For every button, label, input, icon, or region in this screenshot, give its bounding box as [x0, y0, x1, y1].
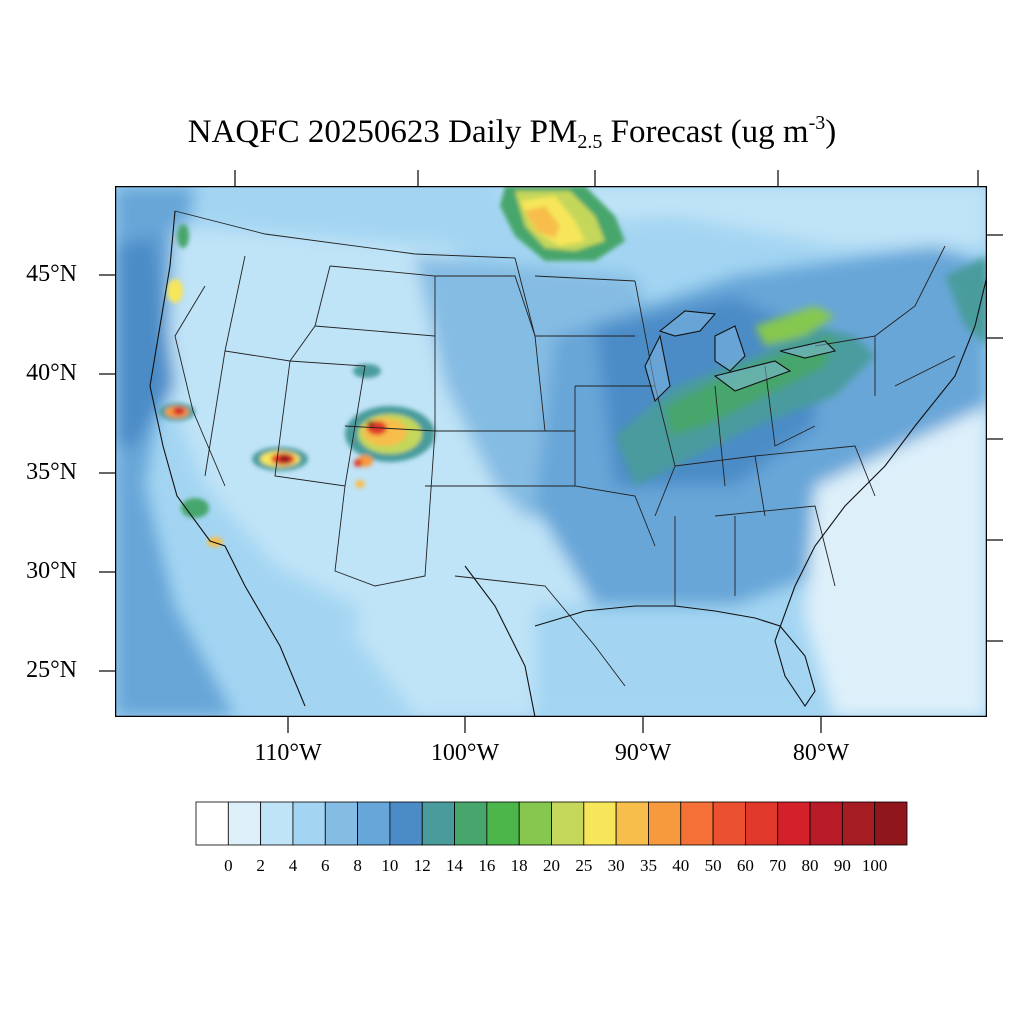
colorbar-swatch	[389, 801, 423, 846]
smoke-plume-north	[500, 186, 625, 261]
lon-label-80: 80°W	[792, 740, 850, 766]
colorbar-tick-label: 20	[543, 856, 560, 875]
map-border	[115, 186, 987, 717]
colorbar-swatch	[648, 801, 682, 846]
colorbar-swatch	[357, 801, 391, 846]
title-superscript: -3	[808, 112, 826, 134]
colorbar-tick-label: 16	[478, 856, 496, 875]
colorbar-tick-label: 70	[769, 856, 787, 875]
lat-label-35: 35°N	[26, 459, 77, 485]
colorbar	[195, 801, 908, 846]
colorbar-swatch	[583, 801, 617, 846]
colorbar-swatch	[874, 801, 908, 846]
colorbar-swatch	[324, 801, 358, 846]
smoke-plume-california	[159, 224, 223, 547]
colorbar-swatch	[454, 801, 488, 846]
colorbar-tick-label: 8	[353, 856, 362, 875]
colorbar-swatch	[680, 801, 714, 846]
colorbar-tick-label: 4	[288, 856, 298, 875]
colorbar-tick-label: 14	[446, 856, 464, 875]
lon-label-100: 100°W	[430, 740, 500, 766]
colorbar-swatch	[712, 801, 746, 846]
colorbar-swatch	[809, 801, 843, 846]
title-suffix: Forecast (ug m	[602, 114, 809, 150]
lon-label-110: 110°W	[254, 740, 322, 766]
lat-label-40: 40°N	[26, 360, 77, 386]
map-canvas	[115, 186, 987, 717]
colorbar-swatch	[551, 801, 585, 846]
colorbar-tick-label: 80	[801, 856, 819, 875]
colorbar-swatch	[841, 801, 876, 846]
colorbar-swatch	[292, 801, 326, 846]
title-prefix: NAQFC 20250623 Daily PM	[187, 114, 578, 150]
colorbar-tick-label: 60	[736, 856, 754, 875]
colorbar-tick-label: 40	[672, 856, 690, 875]
colorbar-swatch	[518, 801, 552, 846]
lat-label-25: 25°N	[26, 657, 77, 683]
coastlines	[149, 210, 987, 717]
colorbar-tick-label: 18	[510, 856, 528, 875]
colorbar-swatch	[615, 801, 649, 846]
colorbar-tick-label: 90	[833, 856, 851, 875]
colorbar-tick-label: 30	[607, 856, 625, 875]
colorbar-swatch	[421, 801, 455, 846]
smoke-plume-arizona	[252, 447, 308, 471]
colorbar-tick-label: 10	[381, 856, 399, 875]
lon-label-90: 90°W	[614, 740, 672, 766]
colorbar-swatch	[777, 801, 811, 846]
colorbar-swatch	[260, 801, 294, 846]
colorbar-tick-label: 25	[575, 856, 593, 875]
title-subscript: 2.5	[577, 131, 603, 153]
colorbar-swatch	[486, 801, 520, 846]
colorbar-tick-label: 50	[704, 856, 722, 875]
colorbar-tick-label: 2	[256, 856, 265, 875]
colorbar-swatch	[195, 801, 229, 846]
colorbar-tick-label: 35	[639, 856, 657, 875]
colorbar-swatch	[745, 801, 779, 846]
pm25-map	[115, 186, 987, 717]
map-title: NAQFC 20250623 Daily PM2.5 Forecast (ug …	[0, 112, 1024, 154]
colorbar-tick-label: 12	[413, 856, 431, 875]
colorbar-swatch	[227, 801, 262, 846]
colorbar-tick-label: 6	[321, 856, 330, 875]
colorbar-tick-label: 100	[861, 856, 888, 875]
lat-label-45: 45°N	[26, 261, 77, 287]
smoke-plume-colorado	[345, 364, 435, 488]
colorbar-tick-label: 0	[224, 856, 233, 875]
title-close: )	[825, 114, 837, 150]
lat-label-30: 30°N	[26, 558, 77, 584]
